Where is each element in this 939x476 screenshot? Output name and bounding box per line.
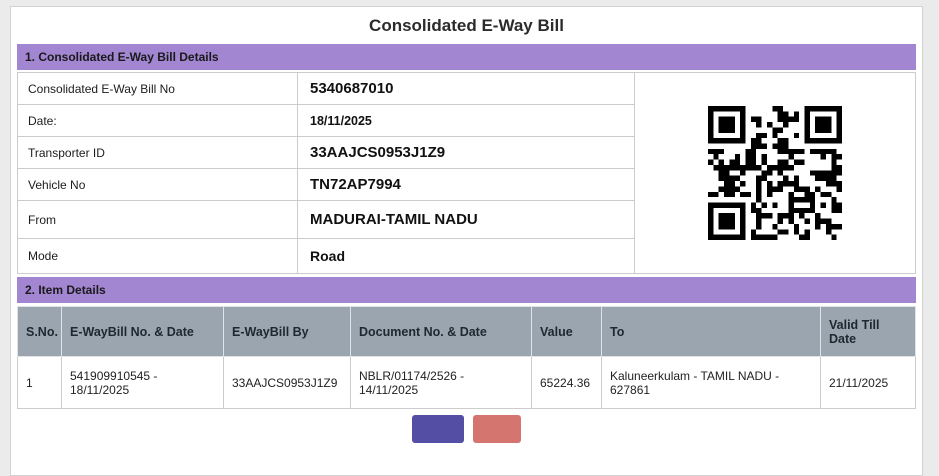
col-header-document-no-date: Document No. & Date	[350, 306, 532, 357]
col-header-sno: S.No.	[17, 306, 62, 357]
cell-ewaybill-no-date: 541909910545 - 18/11/2025	[61, 356, 224, 409]
qr-code-cell	[634, 73, 915, 273]
detail-value: 33AAJCS0953J1Z9	[310, 144, 446, 161]
section-header-items: 2. Item Details	[17, 277, 916, 303]
detail-label: Date:	[18, 105, 298, 136]
cell-valid-till-date: 21/11/2025	[820, 356, 916, 409]
page-title: Consolidated E-Way Bill	[369, 16, 564, 35]
action-button-secondary[interactable]	[472, 415, 521, 443]
item-table-header-row: S.No. E-WayBill No. & Date E-WayBill By …	[17, 306, 916, 357]
detail-label: From	[18, 201, 298, 238]
action-buttons	[17, 415, 916, 443]
col-header-to: To	[601, 306, 821, 357]
cell-sno: 1	[17, 356, 62, 409]
detail-label: Vehicle No	[18, 169, 298, 200]
detail-row-vehicle-no: Vehicle No TN72AP7994	[18, 169, 634, 201]
col-header-ewaybill-no-date: E-WayBill No. & Date	[61, 306, 224, 357]
eway-bill-panel: Consolidated E-Way Bill 1. Consolidated …	[10, 6, 923, 476]
cell-document-no-date: NBLR/01174/2526 - 14/11/2025	[350, 356, 532, 409]
col-header-value: Value	[531, 306, 602, 357]
detail-label: Consolidated E-Way Bill No	[18, 73, 298, 104]
detail-row-bill-no: Consolidated E-Way Bill No 5340687010	[18, 73, 634, 105]
col-header-ewaybill-by: E-WayBill By	[223, 306, 351, 357]
detail-value: MADURAI-TAMIL NADU	[310, 211, 478, 228]
detail-row-mode: Mode Road	[18, 239, 634, 273]
details-section: Consolidated E-Way Bill No 5340687010 Da…	[17, 72, 916, 274]
detail-value: 5340687010	[310, 80, 394, 97]
detail-value: Road	[310, 248, 345, 264]
section-header-details: 1. Consolidated E-Way Bill Details	[17, 44, 916, 70]
detail-row-from: From MADURAI-TAMIL NADU	[18, 201, 634, 239]
detail-label: Transporter ID	[18, 137, 298, 168]
cell-ewaybill-by: 33AAJCS0953J1Z9	[223, 356, 351, 409]
detail-row-transporter-id: Transporter ID 33AAJCS0953J1Z9	[18, 137, 634, 169]
cell-value: 65224.36	[531, 356, 602, 409]
col-header-valid-till-date: Valid Till Date	[820, 306, 916, 357]
detail-value: 18/11/2025	[310, 113, 372, 128]
details-table: Consolidated E-Way Bill No 5340687010 Da…	[18, 73, 634, 273]
detail-row-date: Date: 18/11/2025	[18, 105, 634, 137]
detail-value: TN72AP7994	[310, 176, 401, 193]
table-row: 1 541909910545 - 18/11/2025 33AAJCS0953J…	[17, 356, 916, 409]
cell-to: Kaluneerkulam - TAMIL NADU - 627861	[601, 356, 821, 409]
action-button-primary[interactable]	[412, 415, 465, 443]
qr-code-icon	[708, 106, 842, 240]
item-details-table: S.No. E-WayBill No. & Date E-WayBill By …	[17, 306, 916, 409]
detail-label: Mode	[18, 239, 298, 273]
